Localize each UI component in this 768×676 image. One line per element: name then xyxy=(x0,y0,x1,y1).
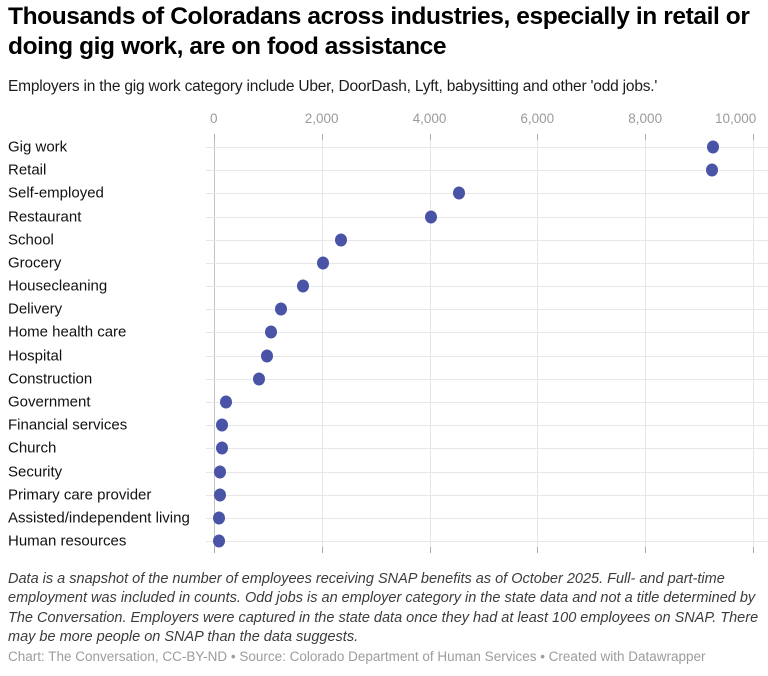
row-gridline xyxy=(206,518,768,519)
category-label: Government xyxy=(8,393,91,411)
row-gridline xyxy=(206,263,768,264)
category-label: Construction xyxy=(8,370,93,388)
category-label: Security xyxy=(8,463,63,480)
data-point[interactable] xyxy=(297,279,310,293)
x-axis-tick xyxy=(537,134,539,140)
category-label: Delivery xyxy=(8,300,63,318)
x-axis-tick xyxy=(753,134,754,140)
data-point[interactable] xyxy=(216,418,229,432)
row-gridline xyxy=(206,332,768,333)
x-gridline xyxy=(429,134,431,553)
x-axis-tick xyxy=(213,547,215,553)
x-tick-label: 0 xyxy=(210,111,218,126)
category-label: Restaurant xyxy=(8,208,82,225)
data-point[interactable] xyxy=(213,534,226,548)
row-gridline xyxy=(206,425,768,426)
row-gridline xyxy=(206,541,768,542)
x-tick-label: 4,000 xyxy=(412,111,447,126)
x-axis-tick xyxy=(429,547,431,553)
row-gridline xyxy=(206,286,768,287)
row-gridline xyxy=(206,356,768,357)
row-gridline xyxy=(206,309,768,310)
row-gridline xyxy=(206,147,768,148)
data-point[interactable] xyxy=(260,349,273,363)
category-label: Primary care provider xyxy=(8,486,152,504)
category-label: Human resources xyxy=(8,532,127,550)
data-point[interactable] xyxy=(334,233,347,247)
category-label: Retail xyxy=(8,161,47,179)
category-label: Housecleaning xyxy=(8,277,108,295)
x-tick-label: 8,000 xyxy=(628,111,663,126)
chart-footnote: Data is a snapshot of the number of empl… xyxy=(8,571,759,645)
x-gridline xyxy=(213,134,215,553)
category-label: Self-employed xyxy=(8,184,104,202)
x-axis-tick xyxy=(537,547,539,553)
x-axis-tick xyxy=(429,134,431,140)
row-gridline xyxy=(206,495,768,496)
category-label: Hospital xyxy=(8,347,63,365)
x-gridline xyxy=(321,134,323,553)
x-axis-tick xyxy=(321,134,323,140)
row-gridline xyxy=(206,448,768,449)
row-gridline xyxy=(206,240,768,241)
data-point[interactable] xyxy=(253,372,266,386)
category-label: Home health care xyxy=(8,323,127,341)
credit-line: Chart: The Conversation, CC-BY-ND • Sour… xyxy=(8,649,706,664)
category-label: School xyxy=(8,231,54,249)
dot-plot: 0 2,000 4,000 6,000 8,000 10,000 Gig work Retai… xyxy=(0,105,768,560)
data-point[interactable] xyxy=(212,511,225,525)
x-axis-tick xyxy=(753,547,754,553)
data-point[interactable] xyxy=(274,302,287,316)
data-point[interactable] xyxy=(707,140,720,154)
x-tick-label: 2,000 xyxy=(304,111,339,126)
data-point[interactable] xyxy=(453,186,466,200)
data-point[interactable] xyxy=(317,256,330,270)
data-point[interactable] xyxy=(424,210,437,223)
row-gridline xyxy=(206,217,768,218)
row-gridline xyxy=(206,472,768,473)
x-gridline xyxy=(753,134,754,553)
category-label: Grocery xyxy=(8,254,62,272)
x-gridline xyxy=(537,134,539,553)
row-gridline xyxy=(206,402,768,403)
chart-title: Thousands of Coloradans across industrie… xyxy=(8,3,750,60)
data-point[interactable] xyxy=(706,163,718,177)
data-point[interactable] xyxy=(220,395,233,409)
row-gridline xyxy=(206,193,768,194)
row-gridline xyxy=(206,379,768,380)
data-point[interactable] xyxy=(214,465,227,478)
x-axis-tick xyxy=(645,547,647,553)
x-gridline xyxy=(645,134,647,553)
x-axis-tick xyxy=(645,134,647,140)
category-label: Financial services xyxy=(8,416,128,434)
data-point[interactable] xyxy=(265,325,277,339)
category-label: Church xyxy=(8,439,57,457)
data-point[interactable] xyxy=(216,441,229,455)
category-label: Gig work xyxy=(8,138,68,156)
data-point[interactable] xyxy=(214,488,226,502)
x-axis-tick xyxy=(321,547,323,553)
row-gridline xyxy=(206,170,768,171)
x-axis-tick xyxy=(213,134,215,140)
category-label: Assisted/independent living xyxy=(8,509,190,527)
x-tick-label: 10,000 xyxy=(715,111,757,126)
chart-subtitle: Employers in the gig work category inclu… xyxy=(8,78,658,95)
x-tick-label: 6,000 xyxy=(520,111,555,126)
